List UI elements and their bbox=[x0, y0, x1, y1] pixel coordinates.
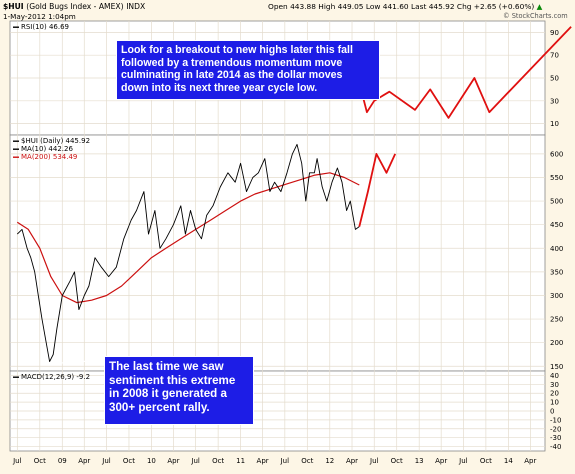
callout-line: followed by a tremendous momentum move bbox=[121, 57, 375, 70]
x-tick-label: 11 bbox=[236, 457, 245, 465]
index-name: (Gold Bugs Index - AMEX) bbox=[26, 2, 123, 11]
y-tick-label: 30 bbox=[550, 97, 559, 105]
y-tick-label: 250 bbox=[550, 316, 563, 324]
callout-line: culminating in late 2014 as the dollar m… bbox=[121, 69, 375, 82]
legend-swatch bbox=[13, 377, 19, 378]
rsi-legend: RSI(10) 46.69 bbox=[21, 23, 69, 31]
y-tick-label: -30 bbox=[550, 434, 561, 442]
up-arrow-icon: ▲ bbox=[537, 2, 543, 11]
x-tick-label: Apr bbox=[524, 457, 536, 465]
ma200-legend: MA(200) 534.49 bbox=[21, 153, 77, 161]
x-tick-label: Jul bbox=[458, 457, 468, 465]
x-tick-label: Jul bbox=[369, 457, 379, 465]
y-tick-label: 500 bbox=[550, 198, 563, 206]
x-tick-label: Jul bbox=[101, 457, 111, 465]
y-tick-label: 10 bbox=[550, 120, 559, 128]
x-tick-label: 10 bbox=[147, 457, 156, 465]
y-tick-label: 70 bbox=[550, 52, 559, 60]
symbol: $HUI bbox=[3, 2, 24, 11]
macd-legend: MACD(12,26,9) -9.2 bbox=[21, 373, 90, 381]
y-tick-label: -10 bbox=[550, 416, 561, 424]
x-tick-label: 13 bbox=[415, 457, 424, 465]
panel-price bbox=[10, 135, 545, 371]
x-tick-label: Apr bbox=[435, 457, 447, 465]
legend-swatch bbox=[13, 141, 19, 142]
y-tick-label: 30 bbox=[550, 381, 559, 389]
y-tick-label: 300 bbox=[550, 292, 563, 300]
x-tick-label: Apr bbox=[167, 457, 179, 465]
callout-line: The last time we saw bbox=[109, 360, 249, 374]
y-tick-label: 550 bbox=[550, 174, 563, 182]
y-tick-label: -20 bbox=[550, 425, 561, 433]
x-tick-label: Apr bbox=[257, 457, 269, 465]
callout-forecast: Look for a breakout to new highs later t… bbox=[116, 40, 380, 100]
y-tick-label: 150 bbox=[550, 363, 563, 371]
x-tick-label: 09 bbox=[58, 457, 67, 465]
x-tick-label: Oct bbox=[212, 457, 224, 465]
x-tick-label: Oct bbox=[391, 457, 403, 465]
y-tick-label: 600 bbox=[550, 150, 563, 158]
ma10-legend: MA(10) 442.26 bbox=[21, 145, 73, 153]
y-tick-label: 90 bbox=[550, 29, 559, 37]
legend-swatch bbox=[13, 149, 19, 150]
y-tick-label: 10 bbox=[550, 399, 559, 407]
callout-line: in 2008 it generated a bbox=[109, 387, 249, 401]
callout-line: 300+ percent rally. bbox=[109, 401, 249, 415]
x-tick-label: Apr bbox=[78, 457, 90, 465]
callout-sentiment: The last time we saw sentiment this extr… bbox=[104, 356, 254, 425]
y-tick-label: 50 bbox=[550, 75, 559, 83]
quote-values: Open 443.88 High 449.05 Low 441.60 Last … bbox=[268, 2, 534, 11]
exchange: INDX bbox=[126, 2, 145, 11]
x-tick-label: 14 bbox=[504, 457, 513, 465]
y-tick-label: 450 bbox=[550, 221, 563, 229]
callout-line: down into its next three year cycle low. bbox=[121, 82, 375, 95]
legend-swatch bbox=[13, 157, 19, 158]
y-tick-label: 350 bbox=[550, 268, 563, 276]
y-tick-label: 0 bbox=[550, 408, 554, 416]
callout-line: Look for a breakout to new highs later t… bbox=[121, 44, 375, 57]
price-legend: $HUI (Daily) 445.92 bbox=[21, 137, 90, 145]
date-label: 1-May-2012 1:04pm bbox=[3, 12, 76, 21]
x-tick-label: Oct bbox=[123, 457, 135, 465]
y-tick-label: -40 bbox=[550, 443, 561, 451]
x-tick-label: Oct bbox=[34, 457, 46, 465]
quote-line: Open 443.88 High 449.05 Low 441.60 Last … bbox=[268, 2, 542, 11]
y-tick-label: 20 bbox=[550, 390, 559, 398]
x-tick-label: Jul bbox=[190, 457, 200, 465]
x-tick-label: Apr bbox=[346, 457, 358, 465]
legend-swatch bbox=[13, 27, 19, 28]
y-tick-label: 40 bbox=[550, 372, 559, 380]
x-tick-label: 12 bbox=[325, 457, 334, 465]
x-tick-label: Oct bbox=[301, 457, 313, 465]
x-tick-label: Jul bbox=[280, 457, 290, 465]
y-tick-label: 200 bbox=[550, 339, 563, 347]
symbol-header: $HUI (Gold Bugs Index - AMEX) INDX bbox=[3, 2, 145, 11]
watermark: © StockCharts.com bbox=[503, 12, 568, 20]
y-tick-label: 400 bbox=[550, 245, 563, 253]
x-tick-label: Jul bbox=[12, 457, 22, 465]
x-tick-label: Oct bbox=[480, 457, 492, 465]
callout-line: sentiment this extreme bbox=[109, 374, 249, 388]
